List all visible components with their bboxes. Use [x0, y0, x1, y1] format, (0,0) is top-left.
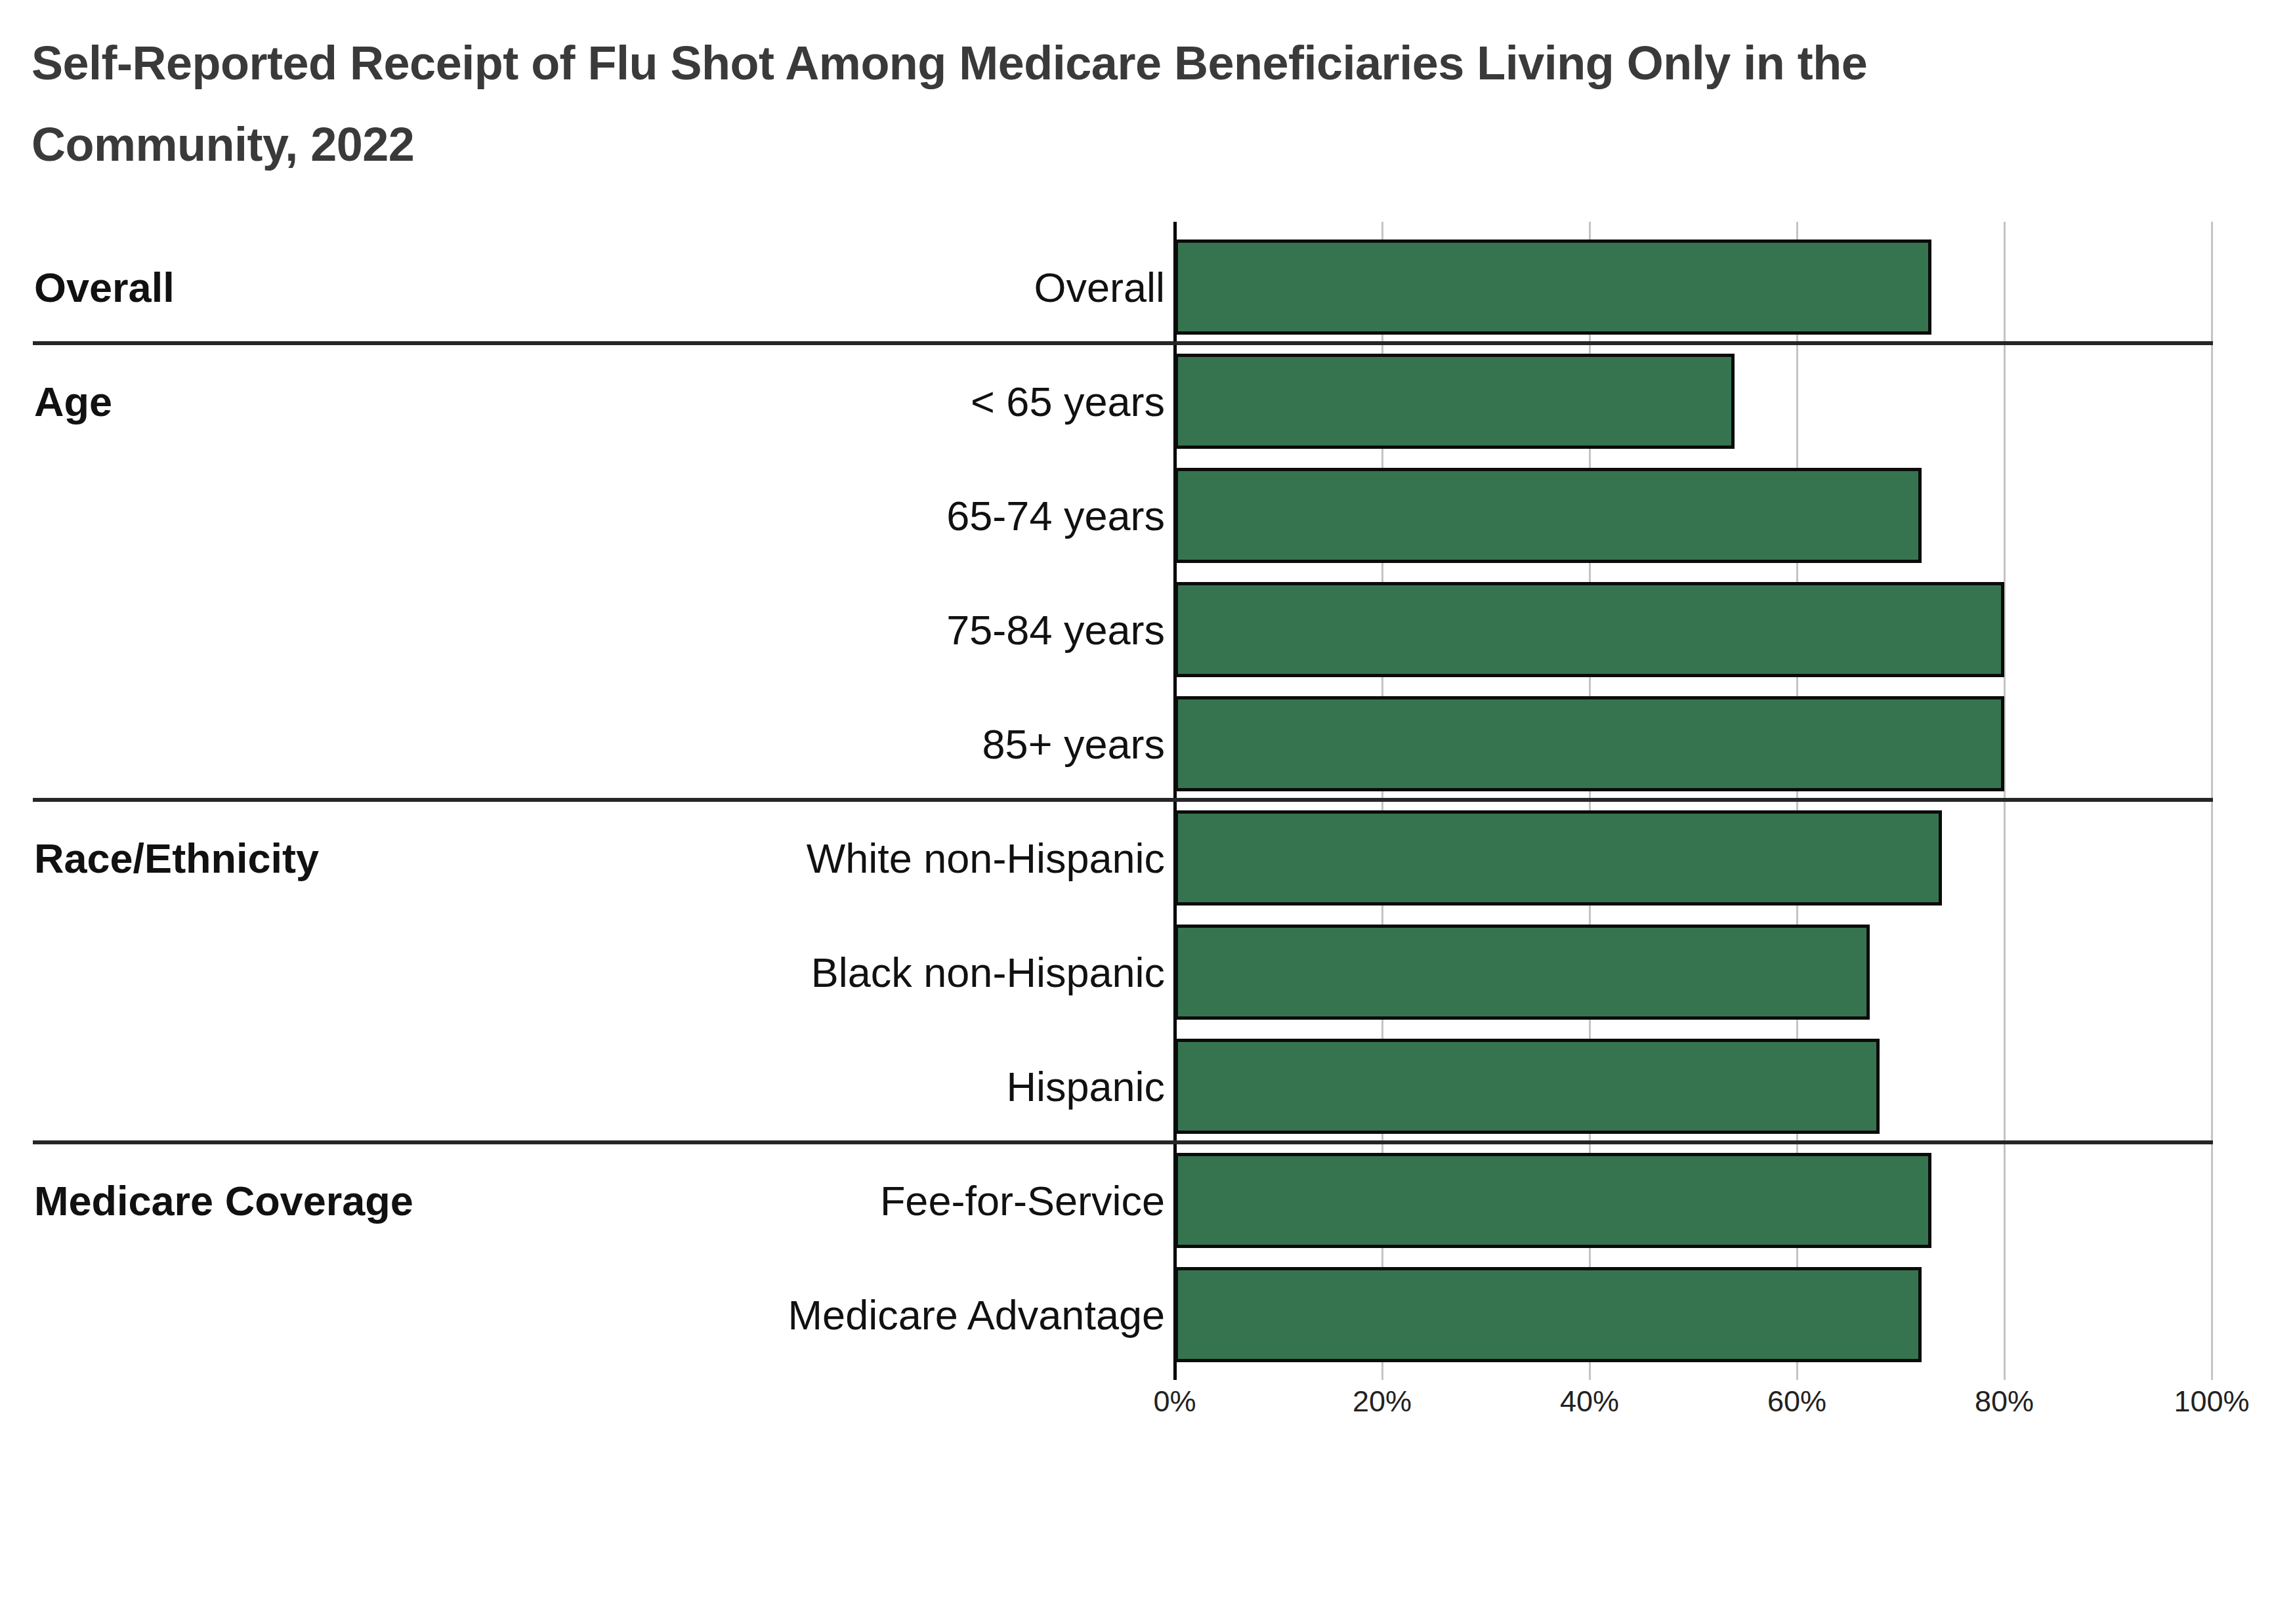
- bar-label-hispanic: Hispanic: [0, 1039, 1165, 1134]
- bar-chart-plot-area: 0%20%40%60%80%100%OverallOverallAge< 65 …: [0, 0, 2274, 1624]
- bar-label-overall: Overall: [0, 239, 1165, 335]
- group-separator: [33, 341, 2213, 345]
- x-tick-label-80: 80%: [1932, 1385, 2076, 1424]
- bar-label-fee-for-service: Fee-for-Service: [0, 1153, 1165, 1248]
- bar-label-75-84-years: 75-84 years: [0, 582, 1165, 677]
- bar-fee-for-service: [1175, 1153, 1931, 1248]
- bar-label-medicare-advantage: Medicare Advantage: [0, 1267, 1165, 1362]
- bar-white-non-hispanic: [1175, 810, 1942, 906]
- bar-85-years: [1175, 696, 2004, 791]
- bar-medicare-advantage: [1175, 1267, 1922, 1362]
- x-tick-label-100: 100%: [2139, 1385, 2274, 1424]
- group-separator: [33, 798, 2213, 802]
- bar-label-65-74-years: 65-74 years: [0, 468, 1165, 563]
- x-tick-label-0: 0%: [1103, 1385, 1247, 1424]
- x-tick-label-20: 20%: [1310, 1385, 1454, 1424]
- bar-label-85-years: 85+ years: [0, 696, 1165, 791]
- x-tick-label-40: 40%: [1517, 1385, 1662, 1424]
- bar-black-non-hispanic: [1175, 925, 1870, 1020]
- bar-65-years: [1175, 354, 1735, 449]
- group-separator: [33, 1140, 2213, 1144]
- bar-label-black-non-hispanic: Black non-Hispanic: [0, 925, 1165, 1020]
- bar-65-74-years: [1175, 468, 1922, 563]
- bar-label-white-non-hispanic: White non-Hispanic: [0, 810, 1165, 906]
- x-tick-label-60: 60%: [1725, 1385, 1869, 1424]
- bar-hispanic: [1175, 1039, 1880, 1134]
- bar-75-84-years: [1175, 582, 2004, 677]
- bar-label-65-years: < 65 years: [0, 354, 1165, 449]
- bar-overall: [1175, 239, 1931, 335]
